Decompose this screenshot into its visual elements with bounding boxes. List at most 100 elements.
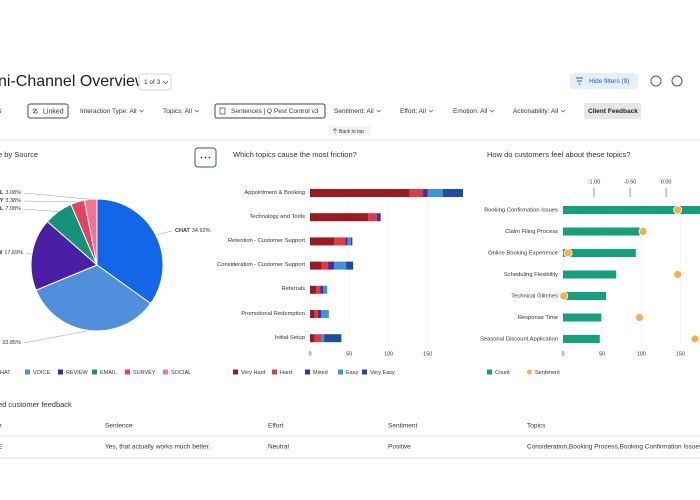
leader-line: [23, 208, 59, 212]
legend-label: EMAIL: [100, 370, 117, 376]
hide-filters-button[interactable]: [570, 73, 638, 89]
data-label-name: CHAT: [175, 228, 191, 234]
leader-line: [155, 230, 173, 236]
filter-dropdown[interactable]: Sentiment: All: [334, 108, 374, 115]
filter-dropdown[interactable]: Emotion: All: [453, 108, 488, 115]
linked-button[interactable]: [27, 103, 69, 119]
bar-segment: [345, 237, 348, 246]
icon-button[interactable]: [671, 75, 683, 87]
icon-button[interactable]: [650, 75, 662, 87]
y-tick-label: Claim Filing Process: [505, 229, 558, 235]
data-label-name: EMAIL: [0, 206, 4, 212]
legend-swatch: [272, 369, 277, 375]
sentiment-dot: [635, 313, 644, 322]
back-to-top-button[interactable]: [329, 126, 371, 136]
filter-dropdown[interactable]: Effort: All: [400, 108, 426, 115]
x-tick-label: 100: [384, 351, 393, 357]
bar-segment: [324, 334, 342, 343]
y-tick-label: Consideration - Customer Support: [217, 262, 305, 269]
leader-line: [23, 200, 78, 203]
arrow-icon: [332, 128, 338, 134]
data-label-name: SOCIAL: [0, 190, 4, 196]
leader-line: [23, 192, 91, 200]
dot-icon: [200, 156, 203, 159]
data-label: SURVEY3.38%: [0, 198, 21, 204]
sentiment-dot: [673, 205, 683, 215]
bar-segment: [320, 285, 324, 294]
back-to-top-text: Back to top: [339, 129, 364, 135]
x-tick-label: 150: [676, 351, 685, 357]
x-tick-label: 50: [599, 351, 605, 357]
bar-segment: [310, 310, 315, 318]
bar-segment: [314, 310, 318, 318]
chevron: [376, 109, 381, 113]
legend-label: SOCIAL: [171, 370, 191, 376]
chevron: [162, 80, 169, 85]
column-header: e: [0, 423, 2, 430]
data-label: SOCIAL3.08%: [0, 190, 21, 196]
y-tick-label: Retention - Customer Support: [227, 238, 305, 245]
data-label-value: 33.85%: [2, 340, 21, 346]
bar-segment: [310, 334, 315, 343]
y-tick-label: Initial Setup: [274, 334, 305, 341]
legend-swatch: [527, 369, 532, 375]
legend-swatch: [338, 369, 343, 375]
table-cell: Neutral: [268, 444, 290, 451]
doc-icon: [219, 107, 226, 115]
y-tick-label: Booking Confirmation Issues: [484, 208, 558, 214]
link-icon: [32, 108, 39, 114]
y-tick-label: Seasonal Discount Application: [480, 337, 558, 343]
filter-dropdown[interactable]: Interaction Type: All: [80, 108, 137, 115]
chevron: [560, 109, 566, 113]
data-label-value: 3.38%: [5, 198, 21, 204]
sentiment-dot: [638, 227, 648, 236]
pie-slice: [30, 220, 98, 291]
y-tick-label: Promotional Redemption: [241, 310, 305, 317]
legend-label: Hard: [280, 370, 292, 376]
hide-filters-text: Hide filters (9): [589, 78, 629, 85]
bar-segment: [310, 261, 322, 270]
filter-dropdown[interactable]: Topics: All: [163, 108, 192, 115]
x2-tick-label: -1.00: [588, 179, 601, 185]
bar-segment: [310, 285, 317, 294]
legend-label: Sentiment: [535, 370, 560, 376]
page-title: ni-Channel Overview: [0, 73, 147, 90]
data-label: VOICE33.85%: [0, 340, 21, 346]
chart-title: e by Source: [0, 150, 38, 159]
legend-label: Very Hard: [241, 370, 265, 376]
x-tick-label: 100: [637, 351, 646, 357]
bar-segment: [346, 261, 354, 270]
filter-dropdown[interactable]: Actionability: All: [513, 108, 559, 115]
bar-segment: [317, 310, 321, 318]
count-bar: [563, 292, 607, 300]
legend-swatch: [305, 369, 310, 375]
sentences-button[interactable]: [214, 103, 326, 119]
data-label-value: 34.92%: [192, 228, 211, 234]
legend-label: Mixed: [313, 370, 328, 376]
bar-segment: [328, 261, 335, 270]
legend-label: CHAT: [0, 370, 11, 376]
legend-swatch: [362, 369, 367, 375]
client-feedback-button[interactable]: [584, 103, 641, 119]
column-header: Sentiment: [388, 423, 417, 430]
legend-label: Very Easy: [370, 370, 395, 376]
legend-swatch: [92, 369, 97, 375]
data-label-name: REVIEW: [0, 250, 3, 256]
legend-swatch: [163, 369, 168, 375]
pie-slice: [96, 198, 164, 305]
bar-segment: [376, 213, 381, 222]
bar-segment: [316, 285, 321, 294]
legend-label: REVIEW: [66, 370, 89, 376]
chevron: [194, 109, 200, 113]
count-bar: [563, 227, 640, 236]
y-tick-label: Response Time: [518, 315, 558, 321]
count-bar: [563, 270, 617, 279]
y-tick-label: Technology and Tools: [249, 213, 305, 220]
page-selector[interactable]: [138, 73, 172, 91]
count-bar: [563, 249, 636, 257]
data-label-name: SURVEY: [0, 198, 4, 204]
bar-segment: [350, 237, 353, 246]
filter-label: s: [0, 108, 2, 115]
